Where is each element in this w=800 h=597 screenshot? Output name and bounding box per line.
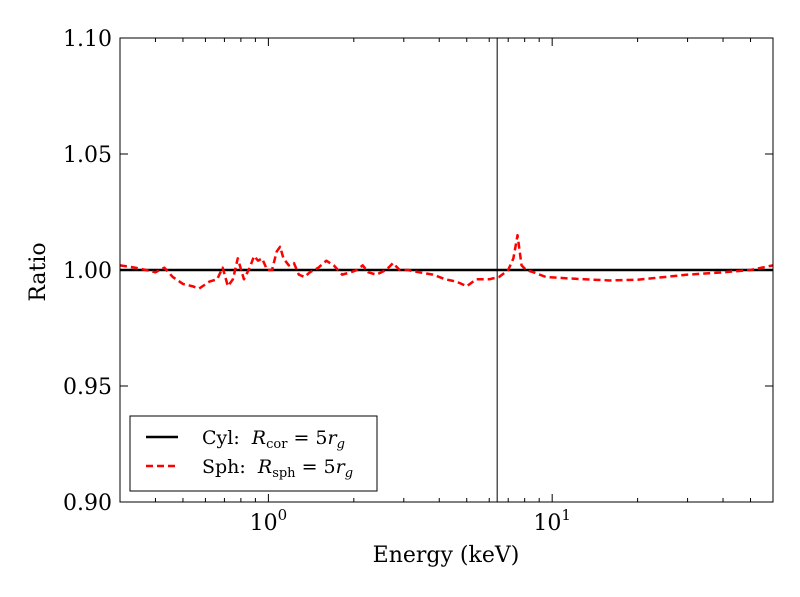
legend-cyl-r: r bbox=[328, 427, 339, 449]
ytick-label-layer: 0.90 0.95 1.00 1.05 1.10 bbox=[63, 27, 112, 516]
y-tick-label: 0.95 bbox=[63, 375, 112, 400]
legend-sph-r: r bbox=[336, 456, 347, 478]
legend-sph-eq: = 5 bbox=[302, 456, 336, 478]
legend-box bbox=[129, 415, 378, 492]
series-line-sph bbox=[120, 233, 773, 290]
xtick-label-layer: 100 101 bbox=[250, 506, 571, 536]
legend-label-sph: Sph: Rsph = 5rg bbox=[202, 456, 353, 481]
series-layer bbox=[120, 233, 773, 290]
legend-label-cyl: Cyl: Rcor = 5rg bbox=[202, 427, 345, 452]
y-tick-label: 0.90 bbox=[63, 491, 112, 516]
x-tick-base: 10 bbox=[533, 511, 561, 536]
legend-cyl-prefix: Cyl: bbox=[202, 427, 240, 449]
legend-cyl-sub: cor bbox=[266, 437, 288, 452]
legend-cyl-var: R bbox=[251, 427, 266, 449]
tick-layer bbox=[119, 37, 774, 503]
legend-cyl-eq: = 5 bbox=[293, 427, 327, 449]
x-tick-label: 101 bbox=[533, 506, 571, 536]
x-tick-exponent: 0 bbox=[278, 506, 288, 524]
x-tick-base: 10 bbox=[250, 511, 278, 536]
x-tick-label: 100 bbox=[250, 506, 288, 536]
y-tick-label: 1.05 bbox=[63, 143, 112, 168]
legend-sph-var: R bbox=[257, 456, 272, 478]
legend-sph-prefix: Sph: bbox=[202, 456, 246, 478]
y-tick-label: 1.10 bbox=[63, 27, 112, 52]
legend: Cyl: Rcor = 5rg Sph: Rsph = 5rg bbox=[129, 415, 378, 492]
legend-sph-g: g bbox=[345, 466, 353, 481]
y-tick-label: 1.00 bbox=[63, 259, 112, 284]
x-axis-label: Energy (keV) bbox=[373, 543, 520, 568]
legend-sph-sub: sph bbox=[272, 466, 296, 481]
legend-cyl-g: g bbox=[337, 437, 345, 452]
y-axis-label: Ratio bbox=[26, 242, 51, 301]
x-tick-exponent: 1 bbox=[561, 506, 571, 524]
